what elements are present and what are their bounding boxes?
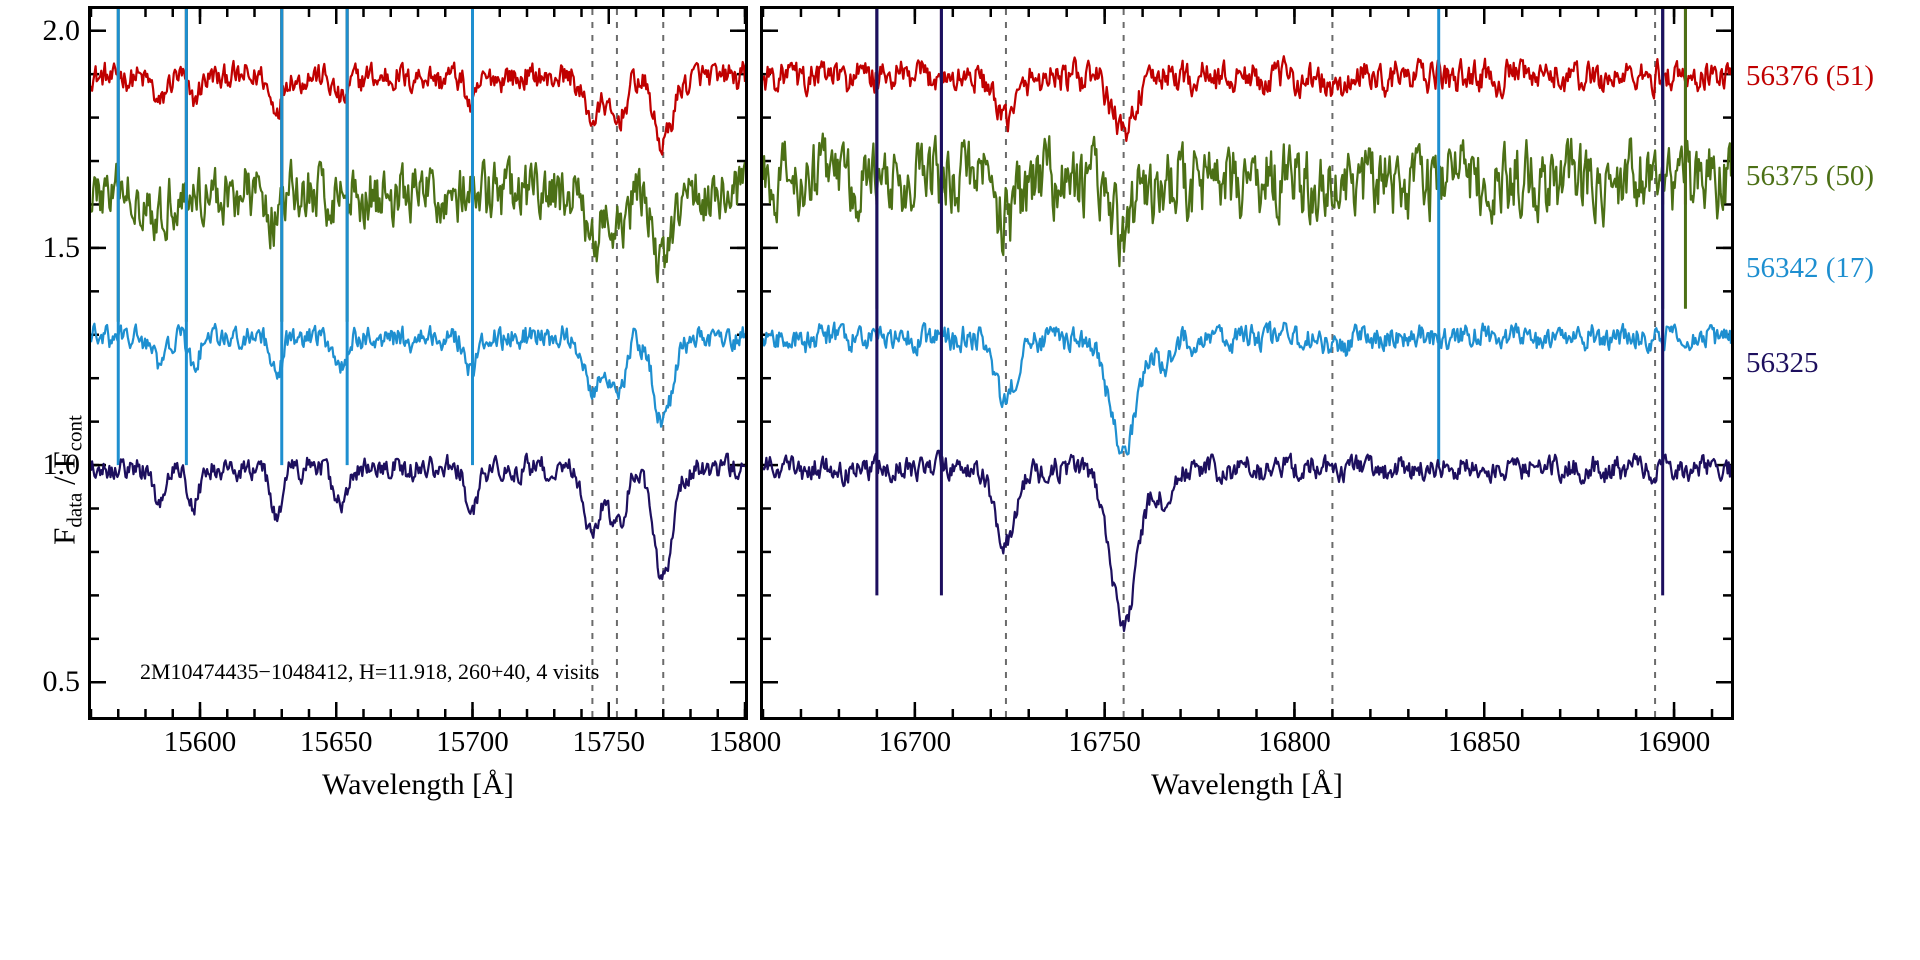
spectrum-trace: [763, 320, 1731, 456]
right-x-tick-label-group: 16700 16750 16800 16850 16900: [763, 726, 1731, 772]
spectrum-trace: [91, 59, 745, 156]
x-tick-label: 15750: [572, 726, 646, 758]
legend-item-2: 56342 (17): [1746, 252, 1875, 285]
x-tick-label: 15800: [708, 726, 782, 758]
spectrum-trace: [91, 452, 745, 581]
y-tick-label: 1.5: [42, 230, 81, 264]
y-tick-label: 2.0: [42, 13, 81, 47]
spectrum-trace: [763, 132, 1731, 268]
right-spectrum-panel: [760, 6, 1734, 720]
y-tick-label-group: 0.5 1.0 1.5 2.0: [0, 0, 81, 960]
y-tick-label: 1.0: [42, 448, 81, 482]
x-tick-label: 16850: [1448, 726, 1521, 758]
left-x-tick-label-group: 15600 15650 15700 15750 15800: [91, 726, 782, 772]
x-tick-label: 15650: [300, 726, 373, 758]
x-tick-label: 15600: [163, 726, 237, 758]
x-tick-label: 15700: [436, 726, 509, 758]
spectrum-trace: [763, 449, 1731, 633]
x-tick-label: 16700: [878, 726, 952, 758]
x-tick-label: 16750: [1068, 726, 1141, 758]
spectrum-trace: [763, 55, 1731, 142]
legend-item-0: 56376 (51): [1746, 59, 1875, 92]
right-x-axis-title: Wavelength [Å]: [1151, 768, 1343, 801]
left-spectrum-panel: [88, 6, 748, 720]
spectrum-trace: [91, 155, 745, 284]
legend-item-1: 56375 (50): [1746, 159, 1875, 192]
y-tick-label: 0.5: [42, 665, 81, 699]
x-tick-label: 16800: [1258, 726, 1331, 758]
legend-item-3: 56325: [1746, 347, 1819, 380]
x-tick-label: 16900: [1637, 726, 1711, 758]
left-x-axis-title: Wavelength [Å]: [322, 768, 514, 801]
spectrum-trace: [91, 322, 745, 428]
target-annotation: 2M10474435−1048412, H=11.918, 260+40, 4 …: [140, 658, 600, 684]
